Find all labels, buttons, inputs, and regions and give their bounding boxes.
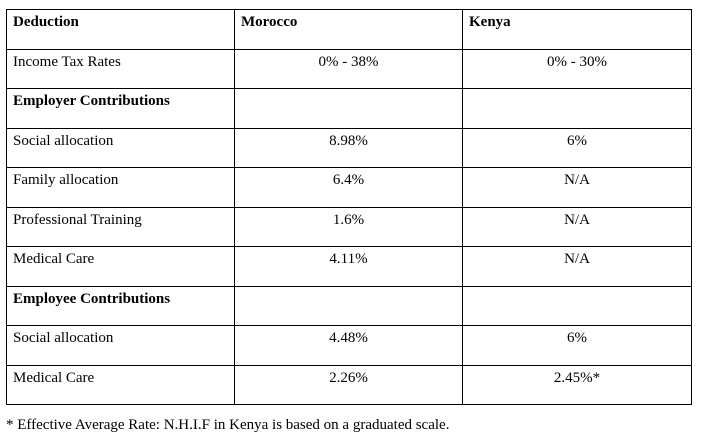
section-label: Employer Contributions: [6, 88, 235, 129]
row-label-text: Medical Care: [13, 369, 95, 386]
morocco-value: [234, 285, 463, 326]
row-label: Medical Care: [6, 246, 235, 287]
row-label: Social allocation: [6, 127, 235, 168]
header-kenya-label: Kenya: [469, 14, 511, 30]
row-label: Family allocation: [6, 167, 235, 208]
morocco-value-text: 8.98%: [329, 132, 368, 149]
row-label: Medical Care: [6, 364, 235, 405]
header-morocco-label: Morocco: [241, 14, 298, 30]
row-label-text: Income Tax Rates: [13, 53, 121, 70]
morocco-value: [234, 88, 463, 129]
header-deduction-label: Deduction: [13, 14, 79, 30]
kenya-value: [462, 285, 692, 326]
table-row: Social allocation 4.48% 6%: [6, 325, 692, 366]
morocco-value: 4.48%: [234, 325, 463, 366]
morocco-value-text: [235, 89, 462, 92]
morocco-value: 6.4%: [234, 167, 463, 208]
section-label: Employee Contributions: [6, 285, 235, 326]
kenya-value-text: 6%: [567, 132, 587, 149]
footnote: * Effective Average Rate: N.H.I.F in Ken…: [6, 417, 450, 433]
section-row: Employer Contributions: [6, 88, 692, 129]
kenya-value-text: [463, 287, 691, 290]
section-label-text: Employee Contributions: [13, 290, 171, 307]
kenya-value: 2.45%*: [462, 364, 692, 405]
row-label-text: Medical Care: [13, 251, 95, 267]
kenya-value-text: 0% - 30%: [547, 53, 607, 70]
table-header-row: Deduction Morocco Kenya: [6, 9, 692, 50]
table-row: Social allocation 8.98% 6%: [6, 127, 692, 168]
section-row: Employee Contributions: [6, 285, 692, 326]
morocco-value-text: 2.26%: [329, 369, 368, 386]
table-row: Professional Training 1.6% N/A: [6, 206, 692, 247]
kenya-value: [462, 88, 692, 129]
section-label-text: Employer Contributions: [13, 93, 170, 109]
row-label-text: Professional Training: [13, 211, 142, 228]
row-label: Social allocation: [6, 325, 235, 366]
table-row: Family allocation 6.4% N/A: [6, 167, 692, 208]
kenya-value: N/A: [462, 246, 692, 287]
morocco-value-text: [235, 287, 462, 290]
deductions-table-container: Deduction Morocco Kenya Income Tax Rates…: [6, 9, 692, 405]
morocco-value: 4.11%: [234, 246, 463, 287]
deductions-table: Deduction Morocco Kenya Income Tax Rates…: [6, 9, 692, 405]
morocco-value-text: 1.6%: [332, 211, 365, 228]
row-label-text: Family allocation: [13, 172, 119, 188]
header-morocco: Morocco: [234, 9, 463, 50]
table-row: Medical Care 2.26% 2.45%*: [6, 364, 692, 405]
row-label-text: Social allocation: [13, 330, 114, 346]
kenya-value: 0% - 30%: [462, 48, 692, 89]
row-label: Income Tax Rates: [6, 48, 235, 89]
kenya-value: N/A: [462, 167, 692, 208]
table-row: Income Tax Rates 0% - 38% 0% - 30%: [6, 48, 692, 89]
morocco-value-text: 4.48%: [329, 330, 368, 346]
morocco-value: 8.98%: [234, 127, 463, 168]
morocco-value-text: 6.4%: [332, 172, 365, 188]
kenya-value-text: N/A: [564, 251, 590, 267]
morocco-value: 1.6%: [234, 206, 463, 247]
row-label: Professional Training: [6, 206, 235, 247]
kenya-value-text: [463, 89, 691, 92]
kenya-value-text: 6%: [567, 330, 587, 346]
kenya-value: 6%: [462, 127, 692, 168]
kenya-value: N/A: [462, 206, 692, 247]
morocco-value: 2.26%: [234, 364, 463, 405]
kenya-value-text: N/A: [564, 172, 590, 188]
table-row: Medical Care 4.11% N/A: [6, 246, 692, 287]
morocco-value-text: 0% - 38%: [318, 53, 379, 70]
morocco-value-text: 4.11%: [329, 251, 368, 267]
kenya-value-text: N/A: [564, 211, 590, 228]
header-deduction: Deduction: [6, 9, 235, 50]
kenya-value-text: 2.45%*: [553, 369, 601, 386]
row-label-text: Social allocation: [13, 132, 114, 149]
morocco-value: 0% - 38%: [234, 48, 463, 89]
kenya-value: 6%: [462, 325, 692, 366]
header-kenya: Kenya: [462, 9, 692, 50]
